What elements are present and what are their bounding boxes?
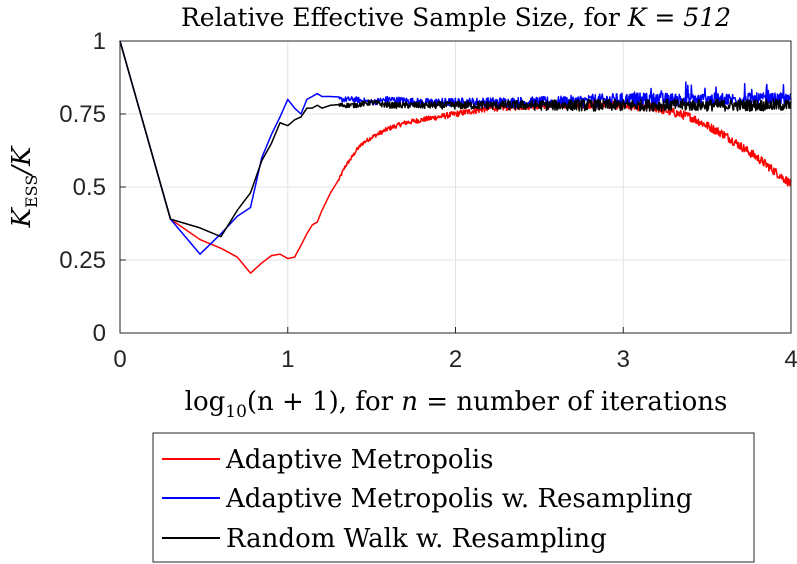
y-tick-label: 0.25 [59,247,106,274]
legend-label-adaptive-metropolis: Adaptive Metropolis [225,445,493,475]
legend: Adaptive Metropolis Adaptive Metropolis … [152,432,755,563]
x-axis-label: log10(n + 1), for n = number of iteratio… [185,387,728,422]
x-tick-label: 0 [113,346,126,373]
x-tick-label: 4 [784,346,797,373]
legend-label-random-walk-resampling: Random Walk w. Resampling [226,524,607,554]
legend-box [152,432,755,563]
series-line-adaptive-metropolis-w-resampling [119,40,792,255]
y-tick-label: 0 [93,320,106,347]
y-axis-label: KESS/K [7,145,41,229]
x-tick-label: 2 [449,346,462,373]
chart-title: Relative Effective Sample Size, for K = … [181,3,731,32]
y-tick-label: 0.5 [73,174,106,201]
series-lines [119,40,792,274]
y-tick-label: 0.75 [59,101,106,128]
y-tick-label: 1 [93,28,106,55]
axis-ticks: 0 1 2 3 4 0 0.25 0.5 0.75 1 [59,28,797,373]
series-line-random-walk-w-resampling [119,40,792,238]
x-tick-label: 1 [281,346,294,373]
legend-label-adaptive-metropolis-resampling: Adaptive Metropolis w. Resampling [225,484,693,514]
x-tick-label: 3 [617,346,630,373]
